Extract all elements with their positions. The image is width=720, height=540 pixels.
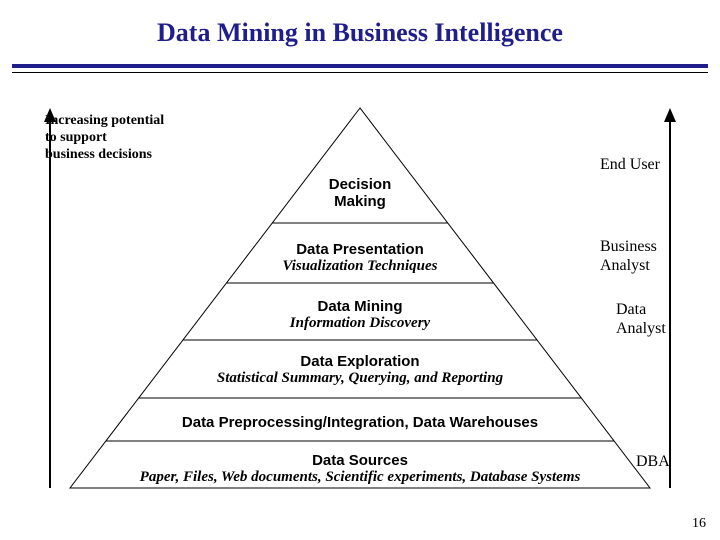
page-number: 16 — [692, 516, 706, 532]
role-label-1: Business Analyst — [600, 237, 657, 275]
pyramid-level-4: Data Preprocessing/Integration, Data War… — [100, 414, 620, 431]
level-title-1: Data Presentation — [210, 241, 510, 258]
level-subtitle-2: Information Discovery — [210, 315, 510, 332]
role-label-0: End User — [600, 155, 660, 174]
left-arrow — [44, 108, 56, 488]
role-label-2: Data Analyst — [616, 300, 666, 338]
pyramid-level-3: Data ExplorationStatistical Summary, Que… — [150, 353, 570, 387]
level-title-4: Data Preprocessing/Integration, Data War… — [100, 414, 620, 431]
pyramid-level-5: Data SourcesPaper, Files, Web documents,… — [40, 452, 680, 486]
title-rule-thin — [12, 72, 708, 73]
pyramid-level-2: Data MiningInformation Discovery — [210, 298, 510, 332]
level-title-2: Data Mining — [210, 298, 510, 315]
pyramid-level-1: Data PresentationVisualization Technique… — [210, 241, 510, 275]
level-subtitle-1: Visualization Techniques — [210, 258, 510, 275]
level-title-3: Data Exploration — [150, 353, 570, 370]
slide-title: Data Mining in Business Intelligence — [0, 18, 720, 48]
level-title-0-line2: Making — [260, 193, 460, 210]
level-title-0: Decision — [260, 176, 460, 193]
level-title-5: Data Sources — [40, 452, 680, 469]
role-label-3: DBA — [636, 452, 670, 471]
level-subtitle-5: Paper, Files, Web documents, Scientific … — [40, 469, 680, 486]
pyramid-level-0: DecisionMaking — [260, 176, 460, 210]
level-subtitle-3: Statistical Summary, Querying, and Repor… — [150, 370, 570, 387]
title-rule-thick — [12, 64, 708, 68]
right-arrow — [664, 108, 676, 488]
